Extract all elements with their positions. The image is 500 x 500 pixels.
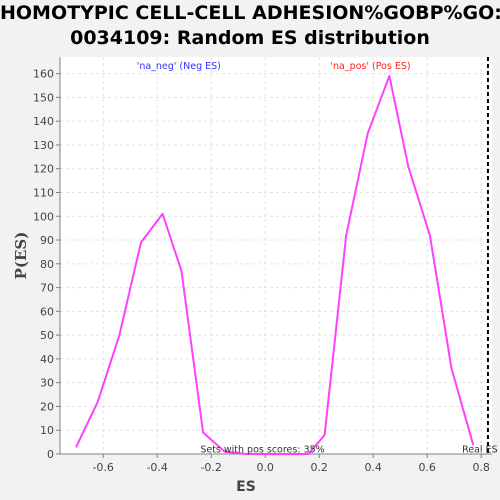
y-tick-label: 80 xyxy=(40,258,54,271)
data-point xyxy=(140,241,142,244)
y-tick-label: 30 xyxy=(40,377,54,390)
chart-title-line-1: HOMOTYPIC CELL-CELL ADHESION%GOBP%GO: xyxy=(0,2,500,24)
data-point xyxy=(245,453,248,455)
y-tick-label: 150 xyxy=(33,91,54,104)
y-tick-label: 50 xyxy=(40,329,54,342)
x-tick-label: 0.8 xyxy=(472,461,490,474)
data-point xyxy=(97,400,99,403)
y-tick-label: 160 xyxy=(33,68,54,81)
data-point xyxy=(388,75,391,77)
x-tick-label: -0.2 xyxy=(200,461,221,474)
chart-annotation: Real ES xyxy=(462,444,498,455)
y-tick-label: 70 xyxy=(40,282,54,295)
data-point xyxy=(286,453,288,455)
y-tick-label: 140 xyxy=(33,115,54,128)
y-tick-label: 40 xyxy=(40,353,54,366)
y-tick-label: 90 xyxy=(40,234,54,247)
data-point xyxy=(323,434,326,436)
y-tick-label: 100 xyxy=(33,210,54,223)
x-tick-label: -0.6 xyxy=(92,461,113,474)
chart-title-line-2: 0034109: Random ES distribution xyxy=(70,27,430,49)
x-tick-label: 0.0 xyxy=(256,461,274,474)
data-point xyxy=(367,132,369,134)
data-point xyxy=(118,334,121,336)
series-line xyxy=(75,75,475,455)
y-tick-label: 130 xyxy=(33,139,54,152)
data-point xyxy=(264,453,267,455)
x-tick-label: 0.6 xyxy=(418,461,436,474)
x-tick-label: 0.4 xyxy=(364,461,382,474)
x-tick-label: 0.2 xyxy=(310,461,328,474)
data-point xyxy=(450,367,453,370)
y-tick-label: 120 xyxy=(33,163,54,176)
chart-annotation: 'na_neg' (Neg ES) xyxy=(137,61,221,72)
y-tick-label: 20 xyxy=(40,400,54,413)
data-point xyxy=(223,450,226,453)
plot-area xyxy=(60,57,492,454)
data-point xyxy=(407,165,410,168)
x-axis-label: ES xyxy=(236,479,256,495)
data-point xyxy=(345,234,348,237)
y-tick-label: 60 xyxy=(40,305,54,318)
x-tick-label: -0.4 xyxy=(146,461,167,474)
y-tick-label: 10 xyxy=(40,424,54,437)
y-axis-label: P(ES) xyxy=(12,232,30,280)
y-tick-label: 110 xyxy=(33,187,54,200)
data-point xyxy=(307,453,310,455)
data-point xyxy=(472,443,474,446)
data-point xyxy=(429,234,431,237)
data-point xyxy=(161,213,164,215)
chart-annotation: Sets with pos scores: 35% xyxy=(200,444,324,455)
data-point xyxy=(180,270,183,272)
chart-annotation: 'na_pos' (Pos ES) xyxy=(330,61,410,72)
data-point xyxy=(202,431,204,434)
data-point xyxy=(75,446,77,448)
y-tick-label: 0 xyxy=(47,448,54,461)
